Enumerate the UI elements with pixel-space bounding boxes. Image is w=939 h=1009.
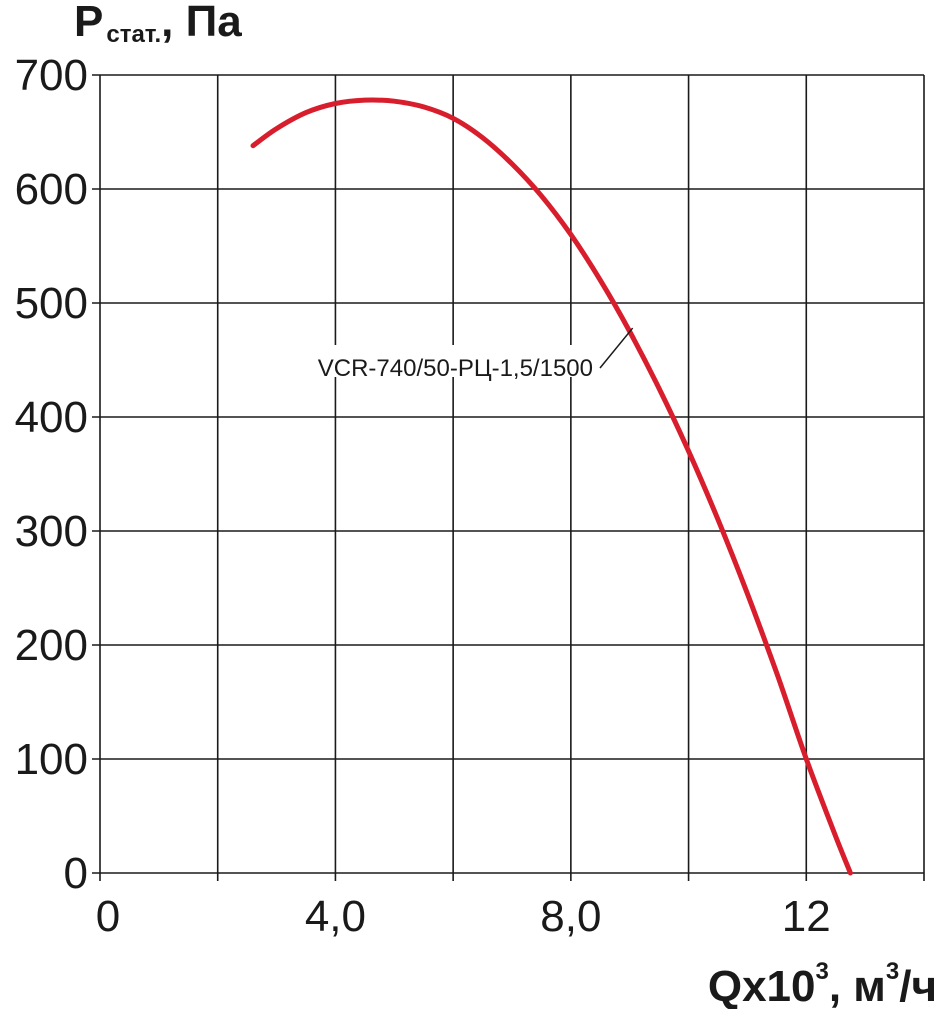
- y-tick-label: 300: [15, 507, 88, 556]
- series-line: [250, 97, 853, 876]
- x-tick-label: 12: [782, 892, 831, 941]
- y-tick-label: 600: [15, 165, 88, 214]
- x-tick-label: 0: [96, 892, 120, 941]
- y-tick-label: 700: [15, 51, 88, 100]
- series-label: VCR-740/50-РЦ-1,5/1500: [318, 355, 593, 382]
- x-axis-title: Qx103, м3/ч: [708, 958, 937, 1009]
- grid: [92, 74, 925, 881]
- series-label-background: [252, 345, 597, 377]
- series-label-leader: [599, 327, 634, 369]
- x-tick-label: 8,0: [540, 892, 601, 941]
- y-tick-label: 200: [15, 621, 88, 670]
- x-tick-label: 4,0: [305, 892, 366, 941]
- y-tick-label: 400: [15, 393, 88, 442]
- y-tick-label: 100: [15, 735, 88, 784]
- tick-labels: 0 100 200 300 400 500 600 700 0 4,0 8,0 12: [15, 51, 831, 941]
- series-layer: VCR-740/50-РЦ-1,5/1500: [250, 97, 853, 876]
- y-tick-label: 500: [15, 279, 88, 328]
- y-tick-label: 0: [64, 849, 88, 898]
